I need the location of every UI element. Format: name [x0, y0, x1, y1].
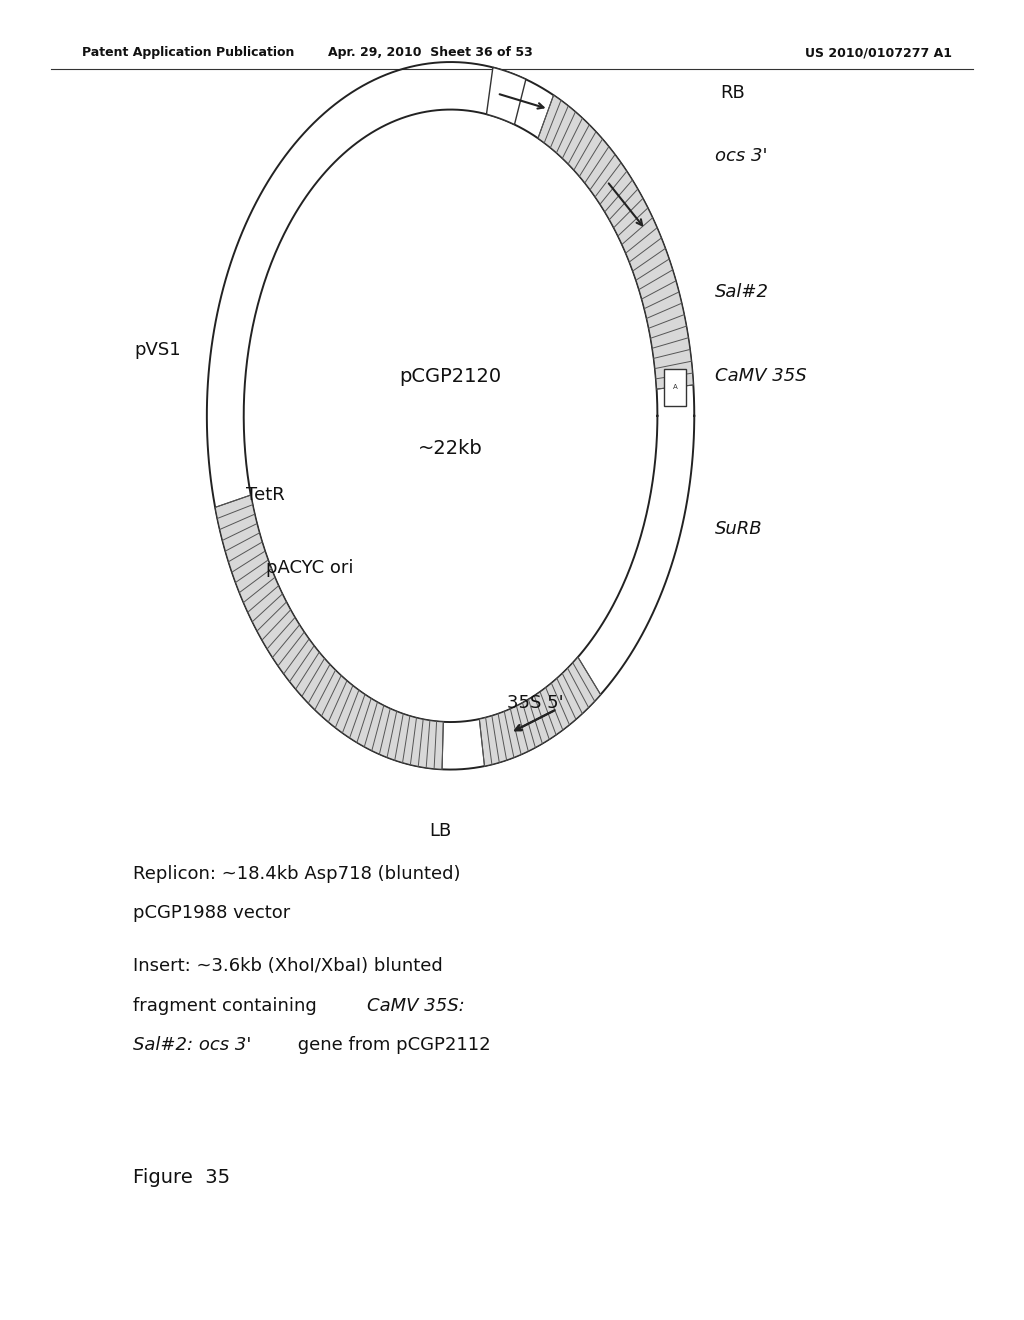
Text: Apr. 29, 2010  Sheet 36 of 53: Apr. 29, 2010 Sheet 36 of 53	[328, 46, 532, 59]
Text: RB: RB	[720, 84, 744, 102]
Text: Insert: ~3.6kb (XhoI/XbaI) blunted: Insert: ~3.6kb (XhoI/XbaI) blunted	[133, 957, 442, 975]
Text: Replicon: ~18.4kb Asp718 (blunted): Replicon: ~18.4kb Asp718 (blunted)	[133, 865, 461, 883]
Text: CaMV 35S: CaMV 35S	[715, 367, 806, 384]
Polygon shape	[215, 495, 443, 770]
Text: 35S 5': 35S 5'	[507, 694, 563, 711]
Text: TetR: TetR	[246, 486, 285, 504]
Text: Figure  35: Figure 35	[133, 1168, 230, 1187]
Polygon shape	[538, 95, 693, 389]
Text: A: A	[673, 384, 677, 389]
Text: pVS1: pVS1	[134, 341, 181, 359]
Text: fragment containing: fragment containing	[133, 997, 323, 1015]
Text: US 2010/0107277 A1: US 2010/0107277 A1	[805, 46, 952, 59]
Text: pCGP1988 vector: pCGP1988 vector	[133, 904, 291, 923]
Text: pCGP2120: pCGP2120	[399, 367, 502, 385]
Bar	[664, 368, 686, 405]
Text: SuRB: SuRB	[715, 520, 763, 537]
Text: LB: LB	[429, 822, 452, 841]
Text: Sal#2: ocs 3': Sal#2: ocs 3'	[133, 1036, 252, 1055]
Text: CaMV 35S:: CaMV 35S:	[367, 997, 464, 1015]
Text: gene from pCGP2112: gene from pCGP2112	[292, 1036, 490, 1055]
Text: pACYC ori: pACYC ori	[266, 558, 353, 577]
Text: ocs 3': ocs 3'	[715, 147, 767, 165]
Polygon shape	[479, 657, 601, 766]
Polygon shape	[486, 67, 526, 124]
Text: Patent Application Publication: Patent Application Publication	[82, 46, 294, 59]
Text: Sal#2: Sal#2	[715, 284, 769, 301]
Text: ~22kb: ~22kb	[418, 440, 483, 458]
